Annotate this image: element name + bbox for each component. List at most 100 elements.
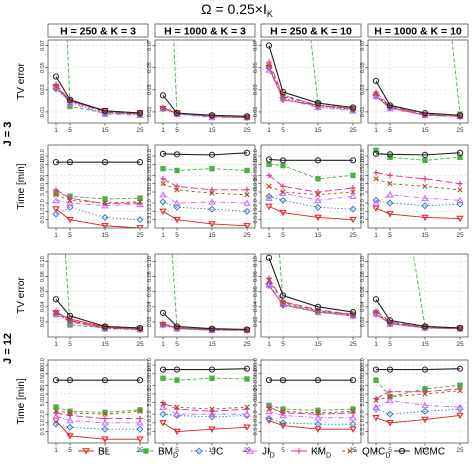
- y-tick-label: 100.0: [360, 149, 366, 163]
- y-tick-label: 0.5: [40, 216, 46, 224]
- data-point: [173, 428, 181, 436]
- legend-label-main: MCMC: [414, 447, 445, 458]
- data-point: [266, 62, 272, 69]
- series-line-jc: [375, 408, 461, 415]
- x-tick-label: 15: [101, 447, 109, 454]
- data-point: [243, 113, 251, 120]
- legend-label: BL: [98, 447, 111, 458]
- y-tick-label: 0.07: [360, 40, 366, 51]
- series-group: [265, 40, 357, 114]
- data-point: [421, 324, 429, 331]
- y-tick-label: 20.0: [360, 170, 366, 181]
- panel: 0.010.030.050.071 5 15 25: [360, 39, 469, 134]
- y-tick-label: 20.0: [147, 380, 153, 391]
- data-point: [101, 107, 109, 114]
- series-line-mcmc: [55, 76, 141, 114]
- x-tick-label: 25: [136, 127, 144, 134]
- data-point: [209, 187, 215, 193]
- data-point: [52, 196, 60, 204]
- data-point: [243, 207, 251, 215]
- data-point: [174, 377, 180, 383]
- data-point: [421, 416, 429, 424]
- x-tick-label: 1: [54, 447, 58, 454]
- data-point: [421, 407, 429, 415]
- data-point: [137, 199, 143, 205]
- data-point: [349, 420, 357, 428]
- data-point: [243, 410, 251, 417]
- x-tick-label: 5: [175, 127, 179, 134]
- series-line-km: [268, 174, 354, 193]
- series-line-ji: [268, 192, 354, 201]
- column-strip: H = 250 & K = 10: [260, 23, 362, 38]
- data-point: [386, 151, 394, 158]
- data-point: [208, 198, 216, 205]
- series-group: [265, 156, 357, 224]
- y-tick-label: 0.05: [40, 62, 46, 73]
- x-tick-label: 15: [314, 341, 322, 348]
- series-line-bm: [268, 405, 354, 411]
- data-point: [66, 417, 74, 424]
- data-point: [266, 59, 272, 65]
- series-line-bl: [268, 420, 353, 430]
- series-line-bl: [268, 67, 354, 110]
- x-tick-label: 1: [54, 127, 58, 134]
- data-point: [456, 149, 464, 156]
- panel: 0.020.040.060.080.101 5 15 25: [40, 253, 149, 348]
- data-point: [315, 189, 321, 195]
- x-tick-label: 5: [388, 341, 392, 348]
- y-tick-label: 5.0: [253, 188, 259, 196]
- x-tick-label: 15: [421, 232, 429, 239]
- data-point: [66, 159, 74, 166]
- data-point: [160, 176, 166, 182]
- data-point: [280, 183, 286, 190]
- data-point: [350, 172, 356, 179]
- y-tick-label: 0.5: [40, 428, 46, 436]
- data-point: [279, 94, 287, 102]
- y-tick-label: 1.0: [253, 419, 259, 427]
- data-point: [160, 105, 166, 112]
- panel-background: [155, 145, 255, 228]
- series-line-ji: [162, 194, 248, 204]
- legend-entry: BL: [78, 447, 111, 458]
- series-line-bm: [162, 377, 248, 381]
- data-point: [314, 308, 322, 316]
- data-point: [456, 365, 464, 372]
- series-line-ji: [268, 410, 353, 419]
- data-point: [422, 391, 428, 397]
- series-line-mcmc: [163, 368, 248, 371]
- series-group: [52, 40, 144, 118]
- y-tick-label: 2.0: [147, 199, 153, 207]
- panel-frame: [154, 359, 256, 444]
- series-line-bl: [162, 422, 248, 432]
- data-point: [52, 412, 60, 419]
- series-line-km: [162, 402, 248, 412]
- legend-marker: [296, 448, 302, 454]
- x-tick-label: 5: [281, 341, 285, 348]
- data-point: [159, 420, 167, 427]
- y-tick-label: 0.5: [360, 216, 366, 224]
- y-tick-label: 20.0: [253, 170, 259, 181]
- y-tick-label: 50.0: [360, 159, 366, 170]
- x-tick-label: 1: [54, 232, 58, 239]
- data-point: [136, 425, 144, 433]
- data-point: [372, 150, 380, 157]
- column-strips: H = 250 & K = 3 H = 1000 & K = 3 H = 250 &…: [47, 23, 469, 38]
- data-point: [208, 366, 216, 373]
- series-line-qmc: [162, 183, 248, 196]
- data-point: [265, 156, 273, 163]
- column-strip-box: [367, 23, 469, 38]
- x-tick-label: 1: [161, 341, 165, 348]
- y-tick-label: 0.06: [253, 286, 259, 297]
- legend-marker: [143, 448, 149, 454]
- data-point: [280, 189, 286, 195]
- data-point: [174, 187, 180, 193]
- y-tick-label: 0.01: [40, 107, 46, 118]
- legend-label-subscript: D: [385, 453, 390, 460]
- series-line-km: [268, 277, 354, 315]
- y-tick-label: 50.0: [253, 159, 259, 170]
- legend-label-main: JC: [211, 447, 223, 458]
- x-tick-label: 1: [54, 341, 58, 348]
- data-point: [243, 326, 251, 333]
- x-tick-label: 15: [314, 447, 322, 454]
